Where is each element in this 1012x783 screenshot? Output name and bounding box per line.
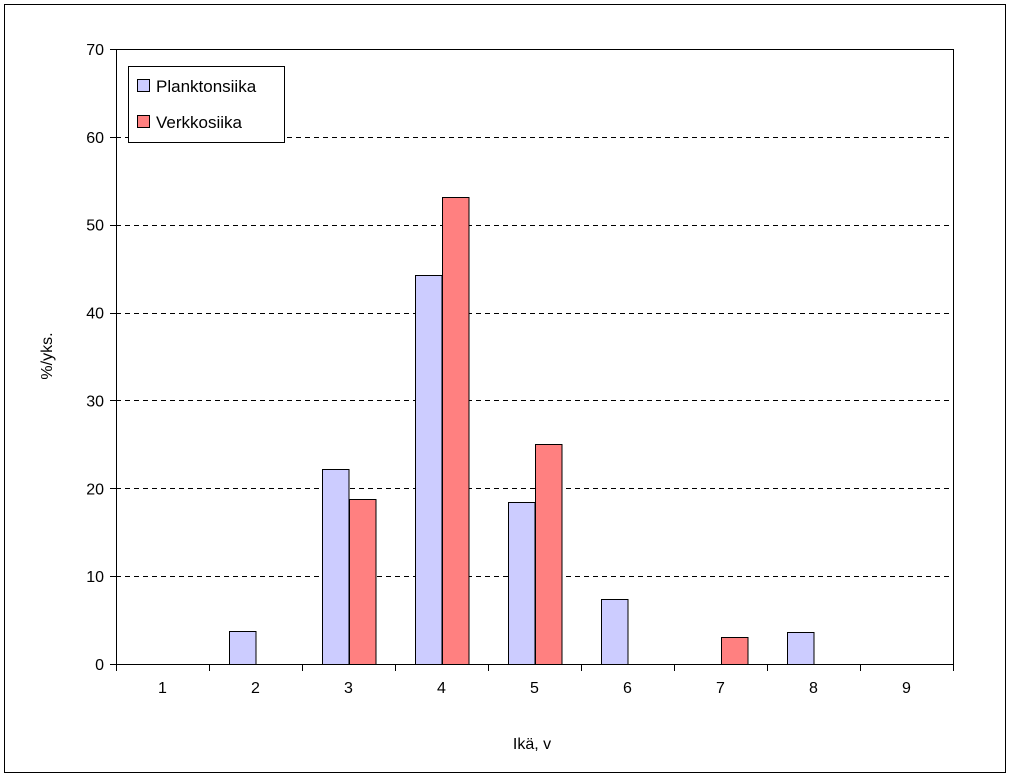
y-axis-title: %/yks. [39,332,56,379]
x-tick-label: 7 [716,680,725,697]
bar-planktonsiika-4 [415,275,443,665]
axes [110,49,954,671]
y-tick-label: 60 [86,130,104,147]
legend-swatch [137,115,150,128]
legend-label: Verkkosiika [156,113,243,132]
x-tick-label: 9 [902,680,911,697]
bar-planktonsiika-3 [322,469,350,665]
gridlines [116,49,954,664]
legend-swatch [137,79,150,92]
y-tick-label: 30 [86,393,104,410]
x-tick-label: 2 [251,680,260,697]
y-tick-label: 70 [86,42,104,59]
legend-label: Planktonsiika [156,77,257,96]
bar-planktonsiika-2 [229,631,257,665]
y-tick-label: 10 [86,569,104,586]
y-tick-labels: 0 10 20 30 40 50 60 70 [86,42,104,674]
x-tick-labels: 1 2 3 4 5 6 7 8 9 [158,680,911,697]
x-tick-label: 8 [809,680,818,697]
y-tick-label: 0 [95,657,104,674]
x-tick-label: 5 [530,680,539,697]
bar-verkkosiika-5 [535,444,563,665]
bar-verkkosiika-4 [442,197,470,665]
legend-box [128,66,285,143]
y-tick-label: 50 [86,218,104,235]
y-tick-label: 20 [86,481,104,498]
x-tick-label: 3 [344,680,353,697]
y-tick-label: 40 [86,306,104,323]
bar-planktonsiika-8 [787,632,815,665]
x-tick-label: 6 [623,680,632,697]
x-tick-label: 4 [437,680,446,697]
bar-verkkosiika-7 [721,637,749,665]
x-tick-label: 1 [158,680,167,697]
bar-planktonsiika-5 [508,502,536,665]
bar-verkkosiika-3 [349,499,377,665]
bars [229,197,815,665]
legend: Planktonsiika Verkkosiika [128,66,285,143]
bar-planktonsiika-6 [601,599,629,665]
x-axis-title: Ikä, v [513,736,551,753]
